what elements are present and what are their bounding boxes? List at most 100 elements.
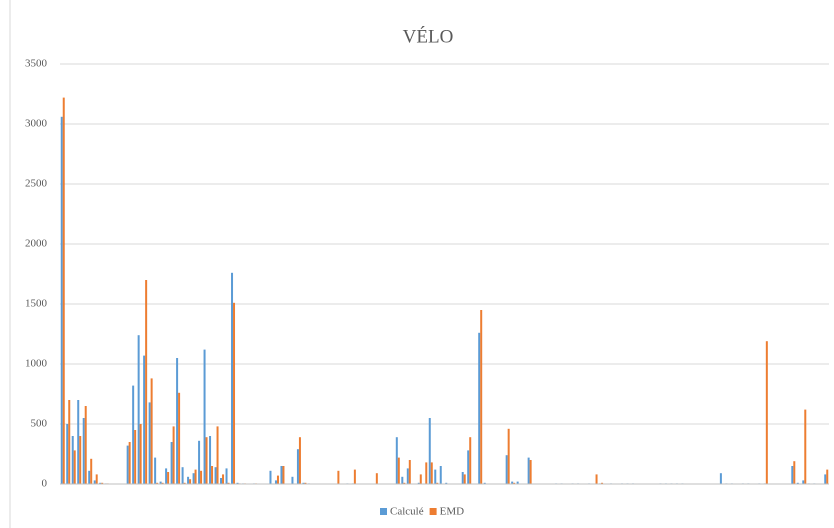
bar bbox=[156, 482, 159, 484]
bar bbox=[154, 457, 157, 484]
bar bbox=[227, 482, 230, 484]
bar bbox=[214, 467, 217, 484]
bar bbox=[430, 462, 433, 484]
bar bbox=[167, 472, 170, 484]
bar bbox=[84, 406, 87, 484]
bar bbox=[445, 482, 448, 484]
bar bbox=[220, 478, 223, 484]
bar bbox=[134, 430, 137, 484]
bar bbox=[417, 482, 420, 484]
y-tick-label: 2000 bbox=[25, 238, 48, 250]
bar bbox=[150, 378, 153, 484]
bar bbox=[99, 482, 102, 484]
bar bbox=[826, 469, 829, 484]
bar bbox=[82, 418, 85, 484]
y-tick-label: 1500 bbox=[25, 298, 48, 310]
bar bbox=[68, 400, 71, 484]
bar bbox=[469, 437, 472, 484]
bar bbox=[93, 480, 96, 484]
bar bbox=[126, 445, 129, 484]
bar bbox=[375, 473, 378, 484]
bar bbox=[176, 358, 179, 484]
bar bbox=[200, 470, 203, 484]
bar bbox=[73, 450, 76, 484]
y-tick-label: 0 bbox=[42, 478, 48, 490]
y-tick-label: 1000 bbox=[25, 358, 48, 370]
legend-swatch bbox=[380, 508, 387, 515]
bar bbox=[793, 461, 796, 484]
bar bbox=[802, 480, 805, 484]
bar bbox=[198, 440, 201, 484]
y-tick-label: 3500 bbox=[25, 58, 48, 70]
bar bbox=[90, 458, 93, 484]
bar bbox=[507, 428, 510, 484]
bar bbox=[280, 466, 283, 484]
bar bbox=[143, 355, 146, 484]
bar bbox=[337, 470, 340, 484]
bar bbox=[461, 472, 464, 484]
bar bbox=[161, 482, 164, 484]
bar bbox=[145, 280, 148, 484]
bar bbox=[765, 341, 768, 484]
bar bbox=[236, 482, 239, 484]
bar bbox=[233, 302, 236, 484]
bar bbox=[436, 482, 439, 484]
bar bbox=[397, 457, 400, 484]
bar bbox=[304, 482, 307, 484]
bar bbox=[178, 392, 181, 484]
bar bbox=[401, 476, 404, 484]
bar bbox=[505, 455, 508, 484]
bar bbox=[159, 481, 162, 484]
bar bbox=[211, 466, 214, 484]
bar bbox=[170, 442, 173, 484]
bar bbox=[796, 482, 799, 484]
bar bbox=[282, 466, 285, 484]
bar bbox=[511, 481, 514, 484]
bar bbox=[480, 310, 483, 484]
bar bbox=[189, 479, 192, 484]
bar bbox=[296, 449, 299, 484]
bar bbox=[60, 116, 63, 485]
bar bbox=[516, 481, 519, 484]
legend-label: Calculé bbox=[390, 506, 424, 518]
bar bbox=[148, 402, 151, 484]
y-tick-label: 2500 bbox=[25, 178, 48, 190]
bar bbox=[434, 469, 437, 484]
bar bbox=[276, 475, 279, 484]
bar bbox=[66, 424, 69, 484]
bar bbox=[291, 476, 294, 484]
bar bbox=[529, 460, 532, 484]
bar bbox=[269, 470, 272, 484]
bar bbox=[88, 470, 91, 484]
bar bbox=[483, 482, 486, 484]
bar bbox=[804, 409, 807, 484]
bar bbox=[824, 474, 827, 484]
bar bbox=[408, 460, 411, 484]
bar bbox=[172, 426, 175, 484]
bar bbox=[128, 442, 131, 484]
bar bbox=[77, 400, 80, 484]
bar bbox=[395, 437, 398, 484]
bar bbox=[183, 482, 186, 484]
bar bbox=[478, 332, 481, 484]
bar bbox=[274, 480, 277, 484]
bar bbox=[527, 457, 530, 484]
bar bbox=[71, 436, 74, 484]
bar bbox=[428, 418, 431, 484]
bar bbox=[425, 462, 428, 484]
bar bbox=[403, 482, 406, 484]
y-tick-label: 3000 bbox=[25, 118, 48, 130]
bar bbox=[353, 469, 356, 484]
chart-title: VÉLO bbox=[403, 25, 454, 47]
bar bbox=[203, 349, 206, 484]
bar bbox=[222, 474, 225, 484]
bar bbox=[132, 385, 135, 484]
bar bbox=[139, 424, 142, 484]
bar bbox=[95, 474, 98, 484]
bar bbox=[298, 437, 301, 484]
bar bbox=[62, 97, 65, 484]
bar bbox=[601, 482, 604, 484]
bar bbox=[101, 482, 104, 484]
